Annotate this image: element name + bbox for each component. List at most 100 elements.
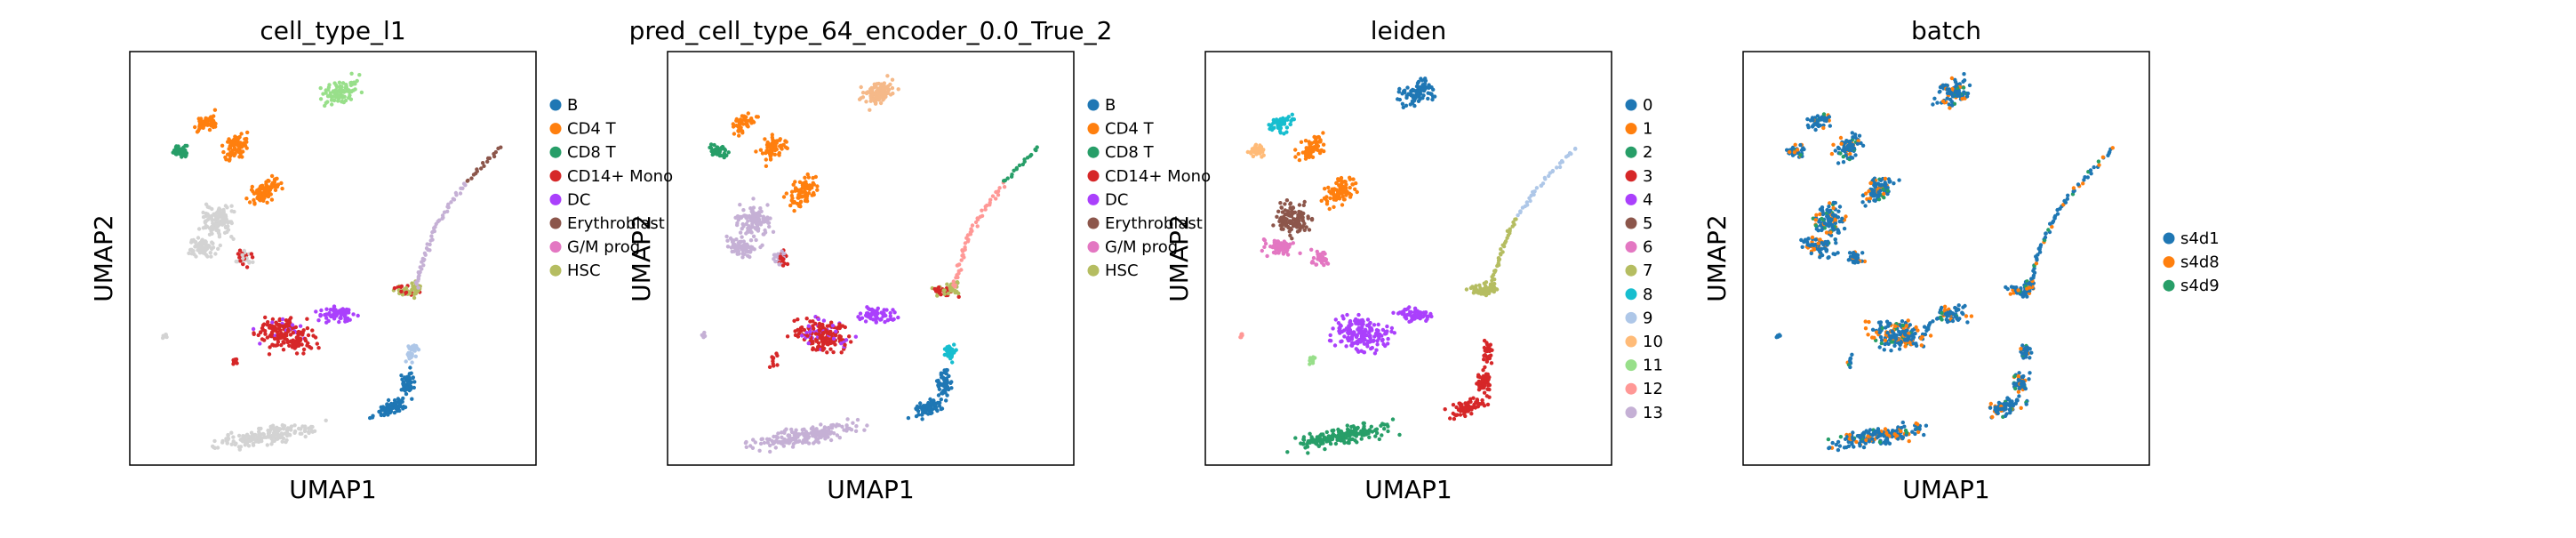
cell-point [266,435,271,439]
cell-point [878,91,883,96]
cell-point [2017,371,2021,375]
cell-point [820,348,825,352]
cell-point [1877,182,1882,188]
cell-point [357,73,362,77]
cell-point [732,132,737,136]
cell-point [260,197,266,201]
cell-point [1376,322,1380,327]
cell-point [840,424,844,429]
cell-point [1852,252,1857,257]
cell-point [1800,245,1804,249]
cell-point [747,224,751,229]
cell-point [1868,192,1873,197]
cell-point [1831,205,1836,211]
cell-point [412,385,416,390]
cell-point [1489,361,1494,365]
cell-point [1513,217,1517,221]
cell-point [276,433,280,438]
cell-point [301,351,306,356]
cell-point [1291,205,1296,210]
cell-point [307,430,311,436]
cell-point [1397,97,1403,102]
cell-point [1885,331,1890,335]
cell-point [460,186,465,190]
cell-point [196,248,200,253]
cell-point [223,155,228,160]
cell-point [819,430,823,435]
cell-point [765,203,770,207]
legend-item: HSC [1087,261,1139,280]
cell-point [1340,203,1345,207]
cell-point [864,100,868,104]
cell-point [1361,421,1365,426]
cell-point [1418,85,1422,90]
cell-point [2008,411,2012,415]
cell-point [1372,334,1377,339]
cell-point [1419,76,1423,81]
cell-point [269,437,274,441]
cell-point [1332,191,1336,197]
cell-point [956,291,961,296]
cell-point [1888,321,1892,326]
cell-point [1318,140,1323,144]
cell-point [2020,292,2025,296]
cell-point [1454,405,1459,410]
cell-point [406,350,411,356]
cell-point [266,320,270,325]
cell-point [1830,225,1835,229]
cell-point [712,142,716,148]
cell-point [774,438,779,443]
cell-point [1391,310,1396,315]
cell-point [1847,432,1852,438]
cell-point [241,256,245,261]
cell-point [234,135,238,140]
cell-point [1511,220,1516,225]
cell-point [1898,332,1902,337]
cell-point [753,219,757,223]
cell-point [1336,196,1340,200]
cell-point [1281,251,1286,255]
cell-point [1483,365,1487,370]
cell-point [1482,404,1487,408]
cell-point [878,100,884,106]
cell-point [1358,321,1363,326]
cell-point [1310,360,1316,365]
cell-point [226,432,230,438]
cell-point [772,148,776,152]
cell-point [734,237,739,242]
cell-point [1818,116,1822,121]
cell-point [1259,148,1263,152]
cell-point [397,408,402,414]
cell-point [340,100,344,104]
cell-point [1288,202,1292,206]
cell-point [844,428,849,432]
legend-label: 7 [1643,261,1652,280]
cell-point [918,406,924,410]
cell-point [1285,450,1290,454]
cell-point [1297,157,1302,163]
cell-point [292,430,297,435]
cell-point [218,207,222,212]
cell-point [221,149,226,155]
cell-point [1322,250,1326,255]
cell-point [781,444,786,448]
cell-point [1949,91,1954,95]
cell-point [963,245,967,250]
cell-point [239,132,244,136]
cell-point [355,78,359,84]
cell-point [1284,223,1288,228]
cell-point [1831,142,1836,147]
cell-point [784,191,788,196]
cell-point [737,244,741,249]
cell-point [1290,112,1295,116]
cell-point [744,215,748,221]
legend-label: DC [567,190,590,209]
cell-point [1405,312,1410,317]
cell-point [1821,125,1826,131]
cell-point [830,324,836,328]
cell-point [1914,325,1918,330]
cell-point [860,91,866,95]
cell-point [944,398,948,403]
cell-point [1910,328,1915,333]
